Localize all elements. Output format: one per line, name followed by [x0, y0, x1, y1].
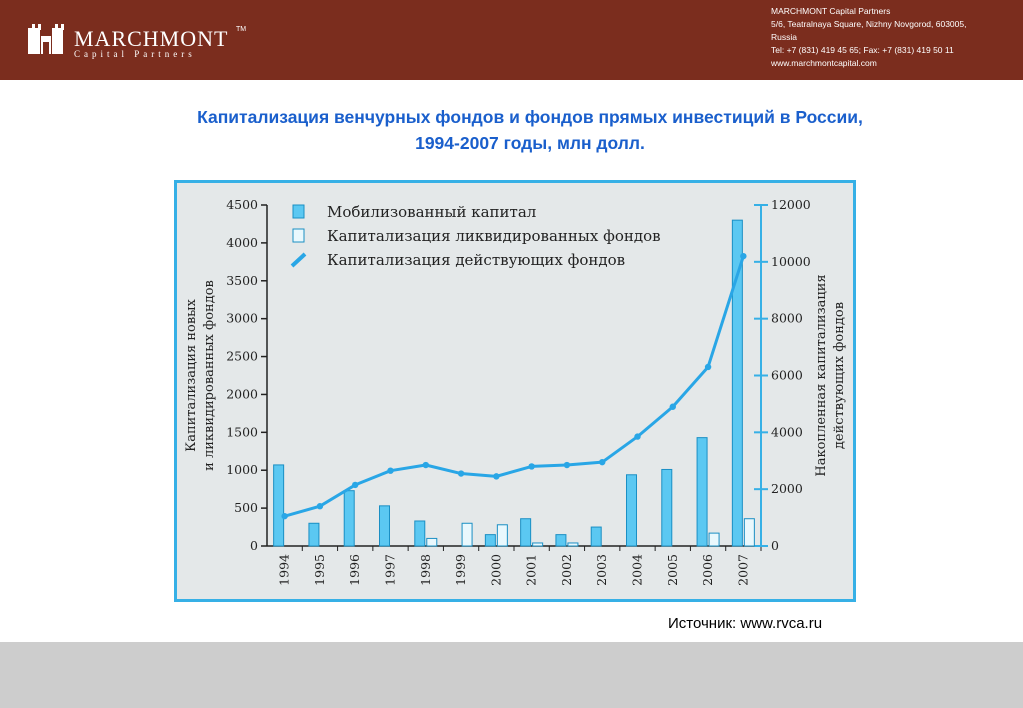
x-axis-tick-label: 2004: [630, 554, 645, 586]
title-line-1: Капитализация венчурных фондов и фондов …: [197, 107, 863, 127]
line-point-active-funds: [457, 470, 465, 477]
bar-liquidated-funds: [496, 524, 508, 547]
bar-mobilized-capital: [414, 520, 426, 547]
right-axis-tick-label: 6000: [771, 368, 803, 383]
left-axis-tick-label: 2000: [226, 386, 258, 401]
right-axis-tick-label: 12000: [771, 197, 811, 212]
x-axis-tick-label: 2007: [735, 554, 750, 586]
source-note: Источник: www.rvca.ru: [668, 615, 823, 632]
bar-mobilized-capital: [308, 522, 320, 547]
company-logo[interactable]: MARCHMONT TM Capital Partners: [26, 22, 246, 62]
line-point-active-funds: [493, 473, 500, 480]
line-point-active-funds: [634, 433, 641, 440]
line-point-active-funds: [563, 461, 571, 469]
x-axis-tick-label: 1998: [418, 554, 433, 586]
right-axis-tick-label: 10000: [771, 254, 811, 269]
left-axis-title-line-1: Капитализация новых: [184, 298, 199, 451]
line-point-active-funds: [528, 463, 535, 470]
x-axis-tick-label: 2002: [559, 554, 574, 586]
line-point-active-funds: [422, 461, 429, 469]
legend-label-active: Капитализация действующих фондов: [327, 251, 625, 269]
x-axis-tick-label: 1999: [453, 554, 468, 586]
right-axis-title-line-1: Накопленная капитализация: [814, 274, 829, 476]
bar-mobilized-capital: [343, 490, 355, 547]
x-axis-tick-label: 1995: [312, 554, 327, 586]
contact-info: MARCHMONT Capital Partners 5/6, Teatraln…: [771, 5, 1016, 70]
bar-mobilized-capital: [520, 518, 532, 547]
contact-website[interactable]: www.marchmontcapital.com: [771, 58, 877, 68]
header-banner: MARCHMONT TM Capital Partners MARCHMONT …: [0, 0, 1023, 80]
bar-mobilized-capital: [273, 464, 285, 547]
left-axis-title-line-2: и ликвидированных фондов: [202, 280, 217, 471]
capitalization-chart: 0 500 1000 1500 2000 2500 3000 3500 4000 4500 1994…: [184, 197, 847, 586]
bar-liquidated-funds: [567, 542, 579, 547]
left-axis-tick-label: 1000: [226, 462, 258, 477]
castle-logo-icon: [28, 24, 64, 54]
bar-mobilized-capital: [661, 468, 673, 547]
bar-mobilized-capital: [626, 474, 637, 547]
chart-frame: 0 500 1000 1500 2000 2500 3000 3500 4000 4500 1994…: [174, 180, 856, 602]
left-axis-tick-label: 500: [234, 500, 258, 515]
brand-name: MARCHMONT: [74, 26, 229, 51]
contact-phone: Tel: +7 (831) 419 45 65; Fax: +7 (831) 4…: [771, 45, 954, 55]
right-axis-tick-label: 0: [771, 538, 779, 553]
bar-liquidated-funds: [461, 522, 473, 547]
brand-subtitle: Capital Partners: [74, 49, 196, 59]
bar-mobilized-capital: [484, 534, 496, 547]
contact-address: 5/6, Teatralnaya Square, Nizhny Novgorod…: [771, 19, 967, 29]
bar-liquidated-funds: [532, 542, 544, 547]
legend-label-liquidated: Капитализация ликвидированных фондов: [327, 227, 661, 245]
left-axis-tick-label: 3500: [226, 273, 258, 288]
line-point-active-funds: [352, 481, 359, 489]
right-axis-tick-label: 2000: [771, 481, 803, 496]
legend-swatch-active: [290, 252, 307, 268]
legend-swatch-liquidated: [292, 228, 305, 243]
line-point-active-funds: [387, 467, 394, 474]
x-axis-tick-label: 1994: [277, 554, 292, 586]
title-line-2: 1994-2007 годы, млн долл.: [415, 133, 645, 153]
legend-swatch-mobilized: [292, 204, 305, 219]
bar-mobilized-capital: [696, 437, 708, 547]
line-point-active-funds: [281, 512, 288, 520]
x-axis-tick-label: 2000: [488, 554, 503, 586]
bar-mobilized-capital: [731, 219, 743, 547]
x-axis-tick-label: 2006: [700, 554, 715, 586]
right-axis-tick-label: 8000: [771, 311, 803, 326]
x-axis-tick-label: 2001: [524, 554, 539, 586]
x-axis-tick-label: 2005: [665, 554, 680, 586]
right-axis-title-line-2: действующих фондов: [832, 302, 847, 449]
bar-liquidated-funds: [743, 518, 755, 547]
line-point-active-funds: [599, 458, 606, 466]
bar-mobilized-capital: [555, 534, 567, 547]
contact-country: Russia: [771, 32, 797, 42]
bar-liquidated-funds: [708, 532, 720, 547]
left-axis-tick-label: 3000: [226, 311, 258, 326]
line-point-active-funds: [740, 252, 747, 260]
left-axis-tick-label: 2500: [226, 349, 258, 364]
line-point-active-funds: [704, 363, 712, 371]
bar-mobilized-capital: [590, 526, 602, 547]
contact-company: MARCHMONT Capital Partners: [771, 6, 891, 16]
footer-bar: [0, 642, 1023, 708]
line-point-active-funds: [669, 403, 676, 410]
page-title: Капитализация венчурных фондов и фондов …: [100, 104, 960, 156]
left-axis-tick-label: 0: [250, 538, 258, 553]
trademark-sign: TM: [236, 26, 247, 33]
legend-label-mobilized: Мобилизованный капитал: [327, 203, 536, 221]
bar-liquidated-funds: [426, 537, 438, 547]
right-axis-tick-label: 4000: [771, 424, 803, 439]
left-axis-tick-label: 4000: [226, 235, 258, 250]
line-active-funds: [284, 255, 745, 518]
left-axis-tick-label: 1500: [226, 424, 258, 439]
line-point-active-funds: [316, 503, 324, 510]
x-axis-tick-label: 1997: [383, 554, 398, 586]
bar-mobilized-capital: [379, 505, 390, 547]
x-axis-tick-label: 2003: [594, 554, 609, 586]
x-axis-tick-label: 1996: [347, 554, 362, 586]
left-axis-tick-label: 4500: [226, 197, 258, 212]
